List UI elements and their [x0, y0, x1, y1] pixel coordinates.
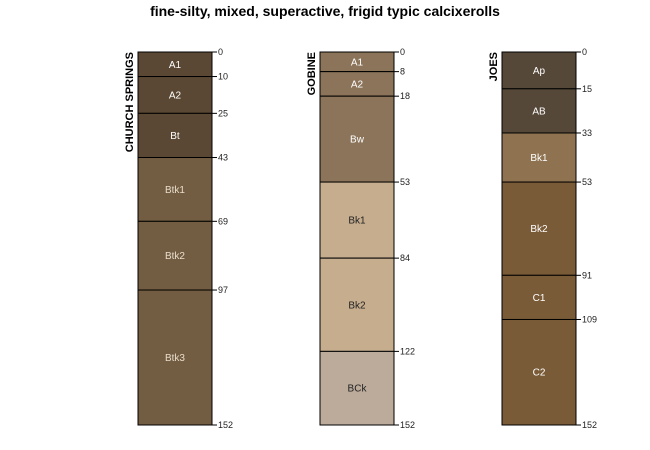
horizon-gobine-bk2: [319, 257, 395, 352]
horizon-church-springs-a1: [137, 51, 213, 78]
depth-label-church-springs-97: 97: [218, 285, 228, 295]
horizon-church-springs-btk2: [137, 220, 213, 291]
depth-label-church-springs-25: 25: [218, 108, 228, 118]
horizon-label-joes-c1: C1: [533, 293, 546, 304]
profile-name-church-springs: CHURCH SPRINGS: [124, 52, 136, 152]
depth-label-gobine-0: 0: [400, 47, 405, 57]
horizon-church-springs-bt: [137, 112, 213, 159]
profile-name-joes: JOES: [488, 52, 500, 81]
depth-label-church-springs-152: 152: [218, 420, 233, 430]
horizon-label-church-springs-btk2: Btk2: [165, 251, 185, 262]
horizon-joes-bk1: [501, 132, 577, 183]
horizon-label-gobine-bk1: Bk1: [348, 216, 366, 227]
horizon-label-church-springs-bt: Bt: [170, 131, 180, 142]
depth-label-gobine-122: 122: [400, 346, 415, 356]
chart-title: fine-silty, mixed, superactive, frigid t…: [150, 3, 500, 19]
horizon-label-gobine-bw: Bw: [350, 135, 365, 146]
horizon-gobine-bck: [319, 350, 395, 426]
horizon-label-gobine-bck: BCk: [348, 384, 368, 395]
horizon-gobine-bw: [319, 95, 395, 183]
horizon-joes-c2: [501, 318, 577, 426]
horizon-label-church-springs-a1: A1: [169, 60, 182, 71]
depth-label-joes-152: 152: [582, 420, 597, 430]
horizon-label-gobine-a1: A1: [351, 57, 364, 68]
depth-label-gobine-18: 18: [400, 91, 410, 101]
depth-label-gobine-8: 8: [400, 67, 405, 77]
horizon-label-church-springs-btk1: Btk1: [165, 185, 185, 196]
horizon-label-joes-bk1: Bk1: [530, 153, 548, 164]
horizon-church-springs-btk1: [137, 157, 213, 222]
horizon-label-joes-c2: C2: [533, 368, 546, 379]
horizon-label-joes-bk2: Bk2: [530, 224, 548, 235]
depth-label-joes-33: 33: [582, 128, 592, 138]
horizon-label-joes-ab: AB: [532, 106, 546, 117]
horizon-joes-c1: [501, 274, 577, 320]
depth-label-church-springs-43: 43: [218, 153, 228, 163]
depth-label-church-springs-0: 0: [218, 47, 223, 57]
depth-label-joes-0: 0: [582, 47, 587, 57]
depth-label-joes-91: 91: [582, 270, 592, 280]
horizon-label-church-springs-a2: A2: [169, 90, 182, 101]
horizon-label-church-springs-btk3: Btk3: [165, 353, 185, 364]
depth-label-gobine-53: 53: [400, 177, 410, 187]
depth-label-church-springs-10: 10: [218, 72, 228, 82]
horizon-label-joes-ap: Ap: [533, 66, 546, 77]
depth-label-gobine-84: 84: [400, 253, 410, 263]
horizon-label-gobine-bk2: Bk2: [348, 300, 366, 311]
horizon-joes-ab: [501, 88, 577, 134]
horizon-joes-ap: [501, 51, 577, 90]
horizon-gobine-a2: [319, 71, 395, 97]
horizon-church-springs-btk3: [137, 289, 213, 426]
depth-label-joes-53: 53: [582, 177, 592, 187]
depth-label-joes-109: 109: [582, 314, 597, 324]
depth-label-church-springs-69: 69: [218, 216, 228, 226]
profile-name-gobine: GOBINE: [306, 52, 318, 95]
depth-label-gobine-152: 152: [400, 420, 415, 430]
depth-label-joes-15: 15: [582, 84, 592, 94]
horizon-label-gobine-a2: A2: [351, 79, 364, 90]
